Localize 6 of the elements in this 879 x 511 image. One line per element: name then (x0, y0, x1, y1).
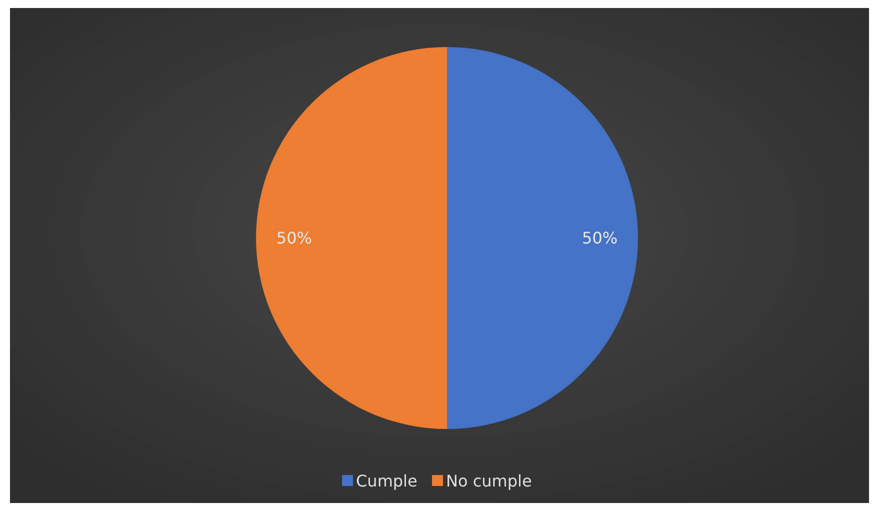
data-label: 50% (582, 228, 618, 248)
legend-label: Cumple (356, 472, 418, 490)
pie-slice (447, 47, 638, 429)
data-label: 50% (276, 228, 312, 248)
legend-label: No cumple (446, 472, 532, 490)
pie-slice (256, 47, 447, 429)
